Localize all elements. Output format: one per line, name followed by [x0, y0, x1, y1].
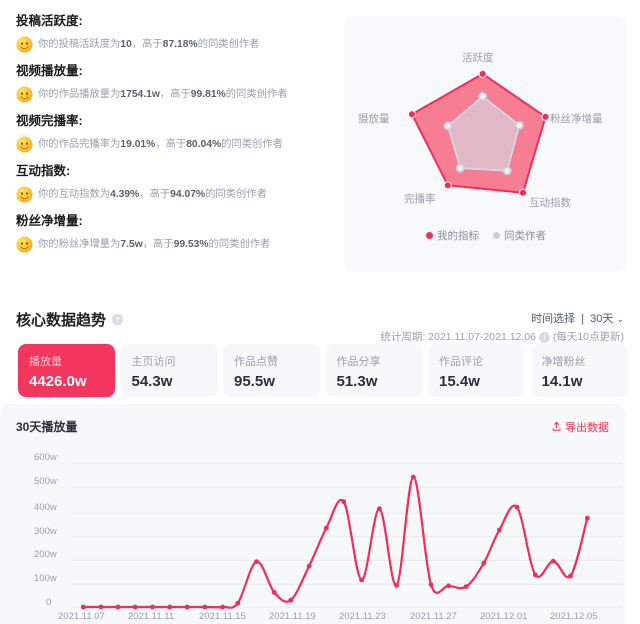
- svg-text:?: ?: [115, 315, 120, 324]
